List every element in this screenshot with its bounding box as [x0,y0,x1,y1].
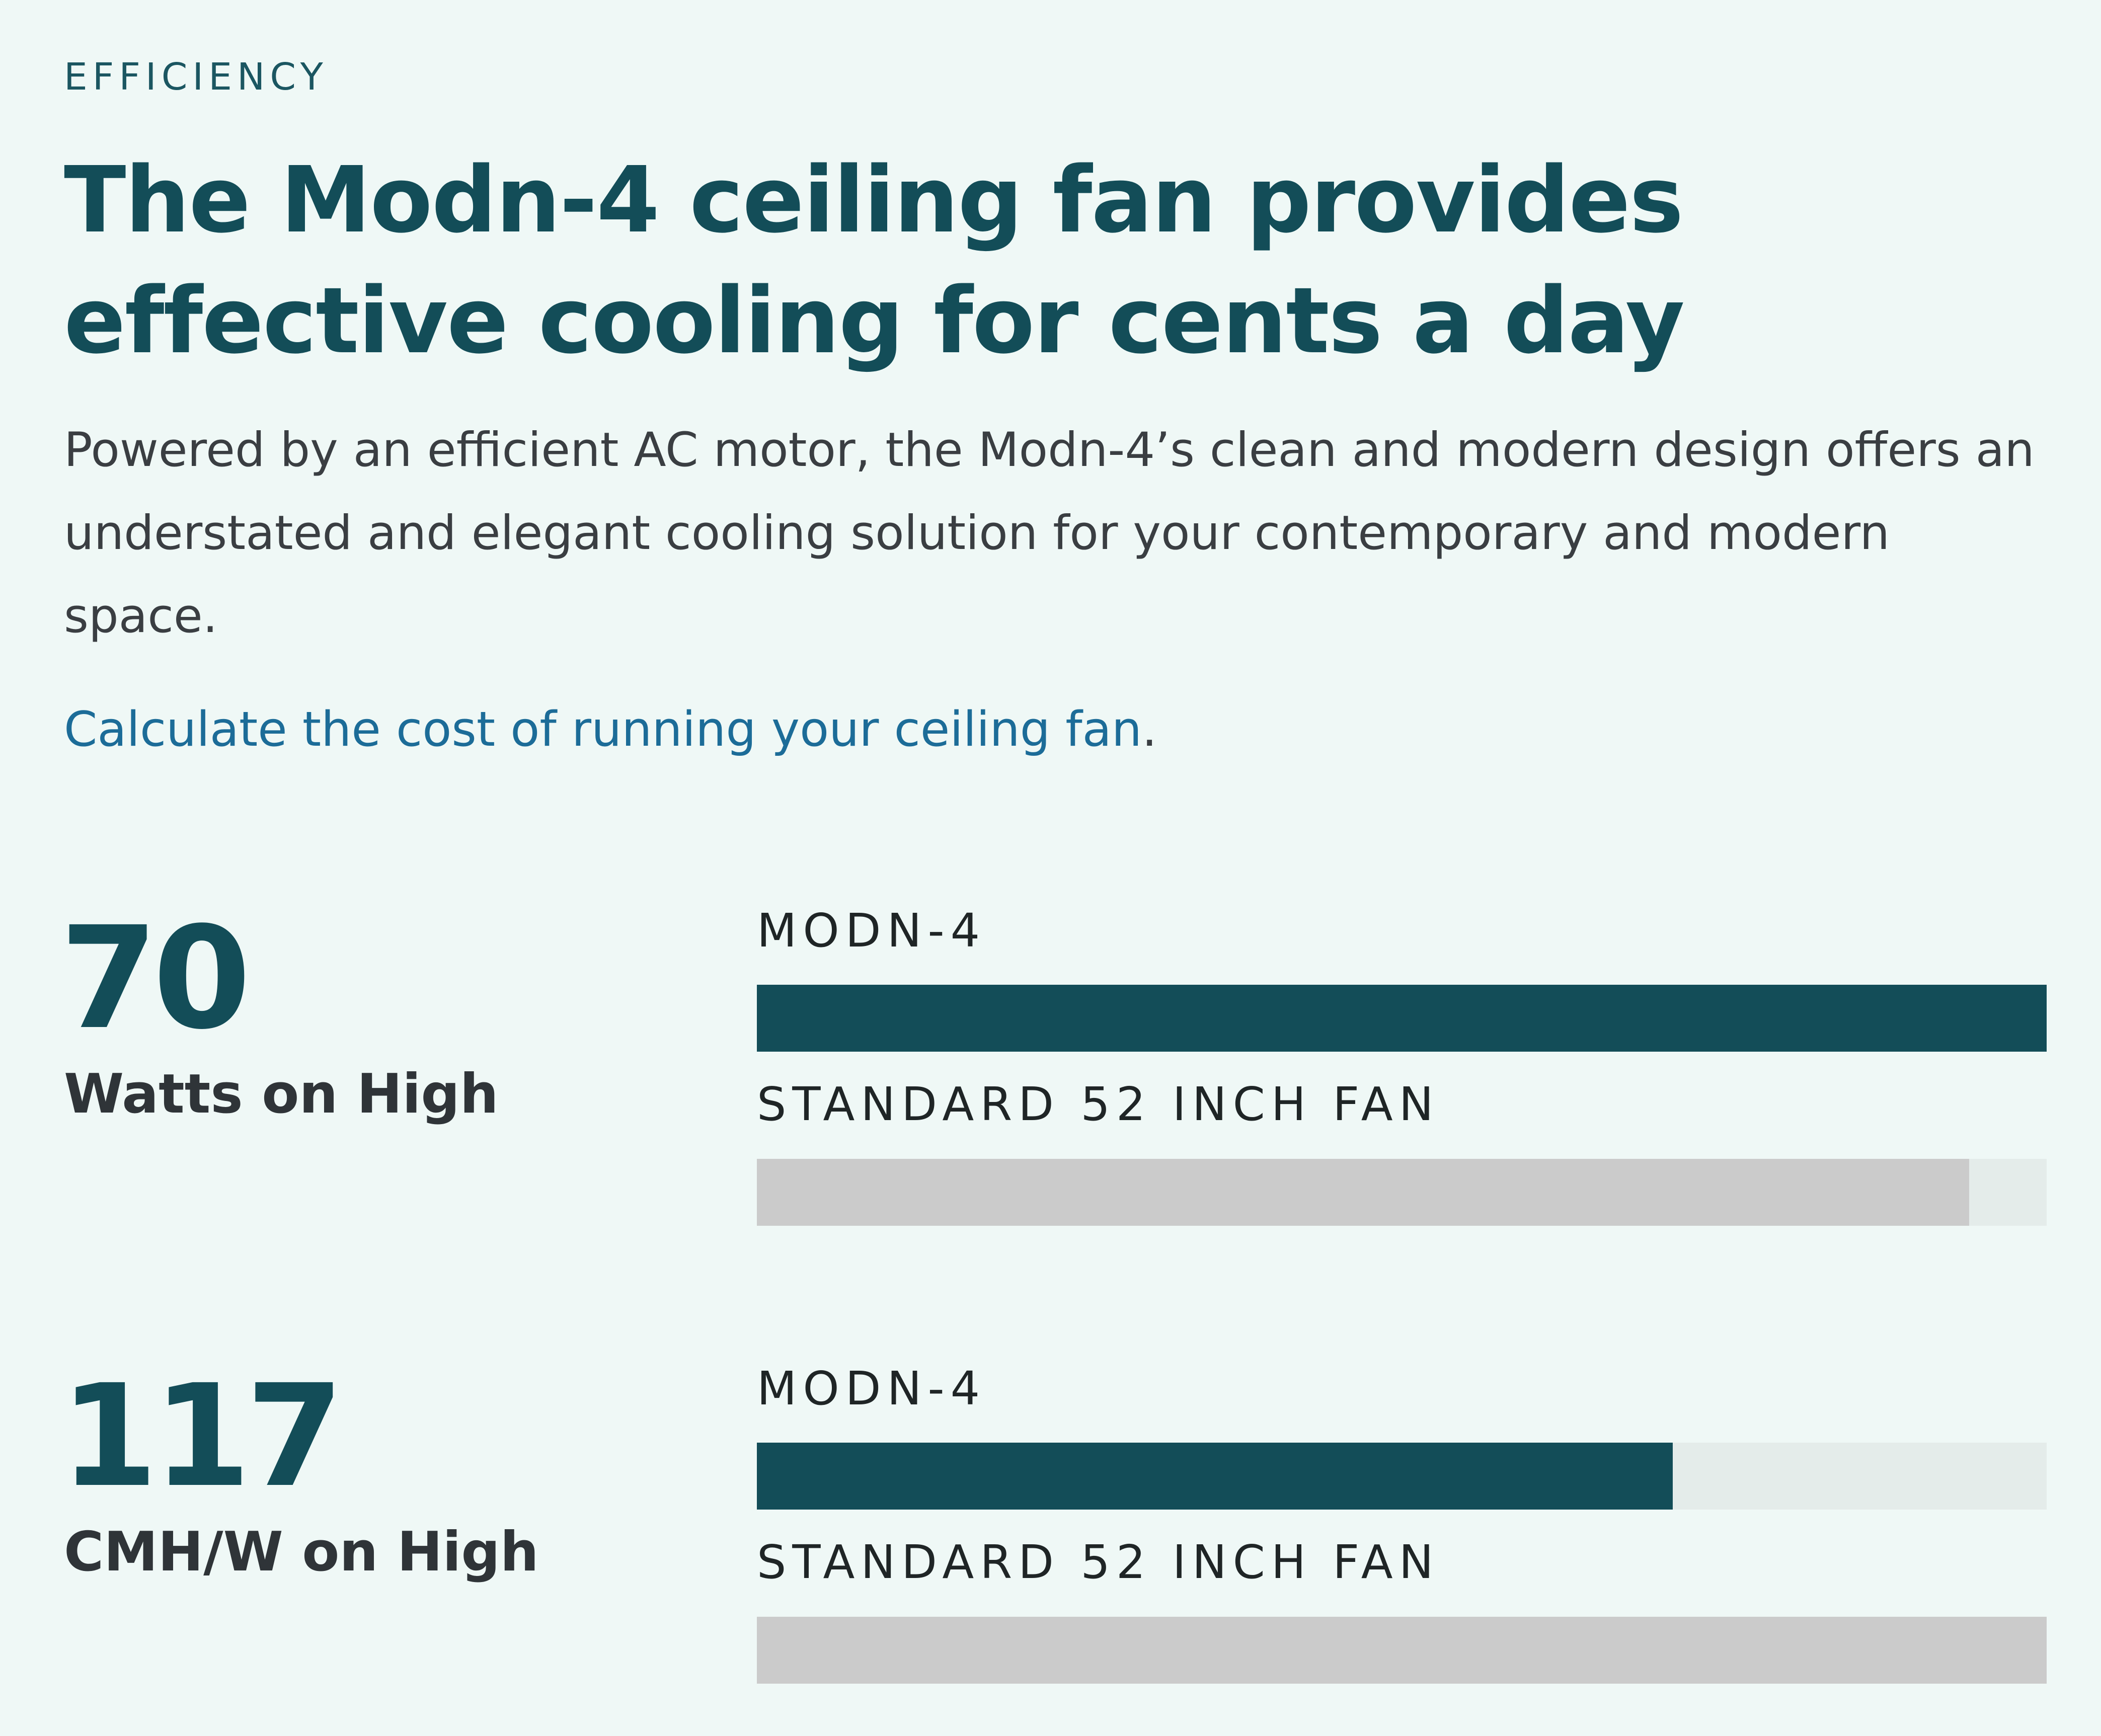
bar-track-standard-fan [757,1159,2047,1226]
bar-fill-modn4 [757,985,2047,1052]
bar-track-modn4 [757,1443,2047,1510]
bar-label-modn4: MODN-4 [757,904,986,958]
comparison-bars: MODN-4 STANDARD 52 INCH FAN [757,1361,2047,1723]
bar-track-standard-fan [757,1617,2047,1684]
metric-value: 117 [60,1355,344,1519]
section-headline: The Modn-4 ceiling fan provides effectiv… [64,147,1685,374]
bar-track-modn4 [757,985,2047,1052]
bar-label-standard-fan: STANDARD 52 INCH FAN [757,1077,1440,1131]
metric-unit-label: CMH/W on High [64,1521,539,1584]
bar-fill-modn4 [757,1443,1673,1510]
metric-value: 70 [60,897,251,1061]
bar-label-modn4: MODN-4 [757,1362,986,1415]
metric-unit-label: Watts on High [64,1063,499,1126]
comparison-bars: MODN-4 STANDARD 52 INCH FAN [757,903,2047,1266]
section-description: Powered by an efficient AC motor, the Mo… [64,423,2035,644]
metric-watts: 70 Watts on High MODN-4 STANDARD 52 INCH… [60,903,2047,1266]
metric-cmh-per-watt: 117 CMH/W on High MODN-4 STANDARD 52 INC… [60,1361,2047,1723]
bar-label-standard-fan: STANDARD 52 INCH FAN [757,1535,1440,1589]
cost-calculator-line: Calculate the cost of running your ceili… [64,694,1157,765]
bar-fill-standard-fan [757,1617,2047,1684]
cost-calculator-link[interactable]: Calculate the cost of running your ceili… [64,702,1142,757]
bar-fill-standard-fan [757,1159,1970,1226]
section-eyebrow: EFFICIENCY [64,55,328,99]
cost-calculator-link-suffix: . [1142,702,1157,757]
